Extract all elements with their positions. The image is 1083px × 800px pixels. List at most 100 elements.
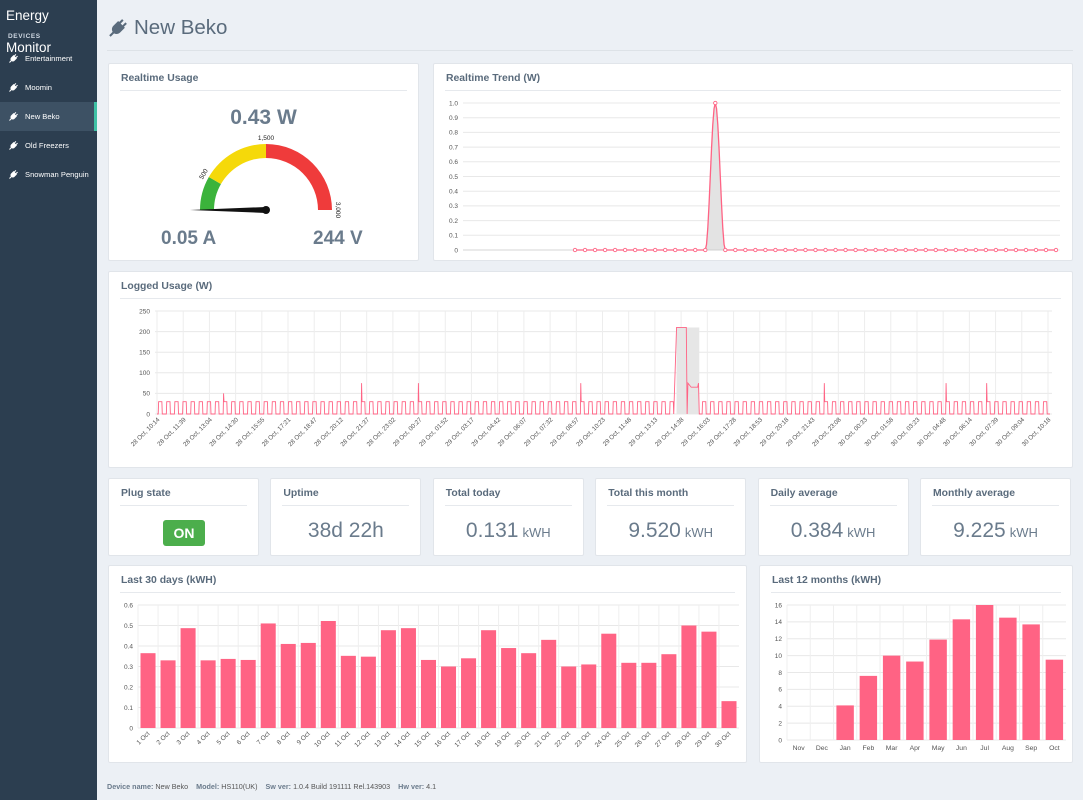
x-tick-label: 22 Oct	[554, 730, 573, 749]
main-content: New Beko Realtime Usage 0.43 W 500 1,500 3…	[97, 0, 1083, 800]
divider	[282, 505, 410, 506]
plug-state-toggle[interactable]: ON	[163, 520, 205, 546]
bar	[541, 639, 557, 728]
sidebar: Energy Monitor DEVICES Entertainment Moom…	[0, 0, 97, 800]
trend-point	[853, 247, 858, 253]
y-tick-label: 250	[139, 308, 150, 315]
bar	[975, 605, 994, 740]
bar	[721, 701, 737, 728]
bar	[220, 658, 236, 728]
gauge-needle	[190, 207, 267, 213]
y-tick-label: 6	[778, 687, 782, 694]
plug-icon	[9, 141, 18, 150]
app-title[interactable]: Energy Monitor	[6, 8, 52, 55]
stat-card-daily-average: Daily average 0.384 kWH	[757, 478, 909, 556]
stat-unit: kWH	[847, 525, 876, 540]
bar	[441, 666, 457, 728]
bar	[420, 659, 436, 728]
stat-value-row: 9.520 kWH	[596, 519, 745, 543]
stat-title: Total today	[445, 488, 501, 499]
current-readout: 0.05 A	[161, 228, 217, 249]
x-tick-label: 28 Oct	[674, 730, 693, 749]
bar	[160, 660, 176, 728]
trend-point	[733, 247, 738, 253]
stat-card-monthly-average: Monthly average 9.225 kWH	[920, 478, 1071, 556]
trend-point	[993, 247, 999, 253]
logged-line	[157, 327, 1050, 415]
sidebar-item-entertainment[interactable]: Entertainment	[0, 44, 97, 73]
bar	[701, 631, 717, 728]
y-tick-label: 0	[146, 411, 150, 418]
last-12-months-panel: Last 12 months (kWH) 16 14 12 10 8 6 4 2 0 Nov Dec…	[759, 565, 1073, 763]
y-tick-label: 0.6	[124, 602, 133, 609]
x-tick-label: 25 Oct	[614, 730, 633, 749]
stat-title: Total this month	[608, 488, 689, 499]
trend-point	[743, 247, 748, 253]
trend-point	[653, 247, 658, 253]
bar	[641, 662, 657, 728]
x-tick-label: 9 Oct	[296, 730, 312, 746]
divider	[120, 505, 247, 506]
trend-point	[763, 247, 768, 253]
bar	[681, 625, 697, 728]
x-tick-label: 11 Oct	[334, 730, 352, 748]
x-tick-label: 4 Oct	[196, 730, 212, 746]
y-tick-label: 100	[139, 370, 150, 377]
gauge-band-red	[266, 144, 332, 210]
x-tick-label: Sep	[1025, 745, 1037, 752]
bar	[929, 639, 947, 740]
stat-unit: kWH	[1009, 525, 1038, 540]
sidebar-item-moomin[interactable]: Moomin	[0, 73, 97, 102]
trend-point	[903, 247, 908, 253]
bar	[280, 643, 296, 728]
trend-point	[663, 247, 668, 253]
trend-point	[883, 247, 888, 253]
stat-value-row: 38d 22h	[271, 519, 420, 543]
trend-point	[713, 100, 718, 106]
stat-value: 0.384	[790, 519, 844, 542]
realtime-trend-panel: Realtime Trend (W) 1.0 0.9 0.8 0.7 0.6 0.5 0.4…	[433, 63, 1073, 261]
plug-icon	[9, 170, 18, 179]
bar	[581, 664, 597, 728]
trend-point	[1023, 247, 1029, 253]
bar	[521, 653, 537, 728]
bar	[300, 642, 316, 728]
bar	[501, 648, 517, 728]
trend-point	[572, 247, 578, 253]
plug-icon	[9, 83, 18, 92]
x-tick-label: Feb	[863, 745, 875, 752]
x-tick-label: 19 Oct	[494, 730, 513, 749]
trend-point	[673, 247, 678, 253]
stat-title: Plug state	[121, 488, 171, 499]
divider	[120, 592, 735, 593]
y-tick-label: 10	[775, 653, 783, 660]
sidebar-item-old-freezers[interactable]: Old Freezers	[0, 131, 97, 160]
bar	[260, 623, 276, 728]
bar	[952, 619, 971, 740]
trend-point	[632, 247, 638, 253]
trend-point	[723, 247, 728, 253]
sidebar-item-snowman-penguin[interactable]: Snowman Penguin	[0, 160, 97, 189]
trend-point	[933, 247, 938, 253]
sidebar-item-new-beko[interactable]: New Beko	[0, 102, 97, 131]
trend-point	[893, 247, 898, 253]
x-tick-label: Jan	[840, 745, 851, 752]
x-tick-label: Jun	[956, 745, 967, 752]
device-name-value: New Beko	[155, 782, 189, 791]
bar	[180, 628, 196, 728]
x-tick-label: 14 Oct	[393, 730, 412, 749]
trend-point	[783, 247, 788, 253]
trend-point	[683, 247, 688, 253]
trend-point	[602, 247, 608, 253]
bar	[561, 666, 577, 728]
trend-point	[913, 247, 918, 253]
plug-icon	[9, 54, 18, 63]
title-divider	[107, 50, 1073, 51]
y-tick-label: 16	[775, 602, 783, 609]
bar	[882, 655, 901, 740]
trend-point	[693, 247, 698, 253]
y-tick-label: 0.1	[124, 705, 133, 712]
sidebar-item-label: Old Freezers	[25, 141, 69, 150]
trend-point	[1003, 247, 1009, 253]
trend-point	[1033, 247, 1039, 253]
